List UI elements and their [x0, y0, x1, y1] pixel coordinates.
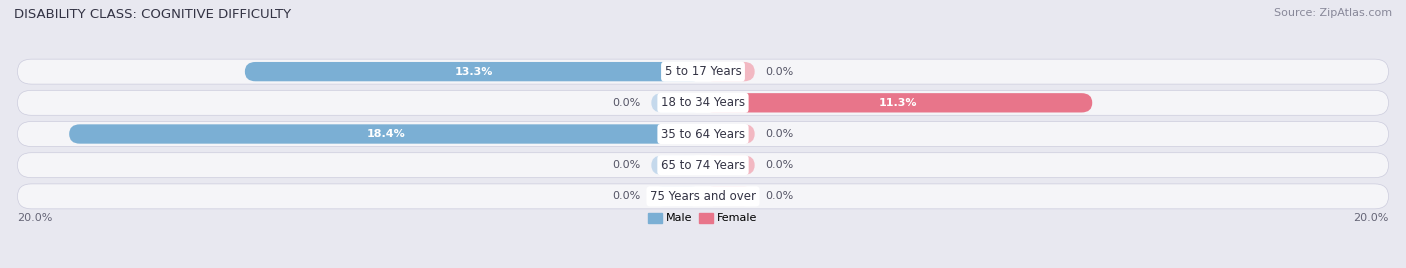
- Text: 0.0%: 0.0%: [765, 191, 793, 201]
- FancyBboxPatch shape: [17, 153, 1389, 178]
- Text: 0.0%: 0.0%: [613, 160, 641, 170]
- Text: 75 Years and over: 75 Years and over: [650, 190, 756, 203]
- Legend: Male, Female: Male, Female: [644, 208, 762, 228]
- Text: 0.0%: 0.0%: [613, 98, 641, 108]
- Text: 11.3%: 11.3%: [879, 98, 917, 108]
- Text: 13.3%: 13.3%: [454, 67, 494, 77]
- FancyBboxPatch shape: [17, 184, 1389, 209]
- Text: 0.0%: 0.0%: [613, 191, 641, 201]
- FancyBboxPatch shape: [69, 124, 703, 144]
- FancyBboxPatch shape: [17, 90, 1389, 115]
- Text: 0.0%: 0.0%: [765, 160, 793, 170]
- FancyBboxPatch shape: [17, 121, 1389, 147]
- FancyBboxPatch shape: [703, 187, 755, 206]
- FancyBboxPatch shape: [651, 155, 703, 175]
- Text: 35 to 64 Years: 35 to 64 Years: [661, 128, 745, 140]
- Text: 18 to 34 Years: 18 to 34 Years: [661, 96, 745, 109]
- FancyBboxPatch shape: [245, 62, 703, 81]
- Text: 18.4%: 18.4%: [367, 129, 405, 139]
- Text: 20.0%: 20.0%: [1353, 213, 1389, 223]
- FancyBboxPatch shape: [17, 59, 1389, 84]
- FancyBboxPatch shape: [651, 93, 703, 113]
- Text: DISABILITY CLASS: COGNITIVE DIFFICULTY: DISABILITY CLASS: COGNITIVE DIFFICULTY: [14, 8, 291, 21]
- FancyBboxPatch shape: [651, 187, 703, 206]
- Text: 65 to 74 Years: 65 to 74 Years: [661, 159, 745, 172]
- FancyBboxPatch shape: [703, 124, 755, 144]
- Text: 20.0%: 20.0%: [17, 213, 53, 223]
- FancyBboxPatch shape: [703, 93, 1092, 113]
- Text: Source: ZipAtlas.com: Source: ZipAtlas.com: [1274, 8, 1392, 18]
- FancyBboxPatch shape: [703, 155, 755, 175]
- Text: 0.0%: 0.0%: [765, 129, 793, 139]
- Text: 5 to 17 Years: 5 to 17 Years: [665, 65, 741, 78]
- Text: 0.0%: 0.0%: [765, 67, 793, 77]
- FancyBboxPatch shape: [703, 62, 755, 81]
